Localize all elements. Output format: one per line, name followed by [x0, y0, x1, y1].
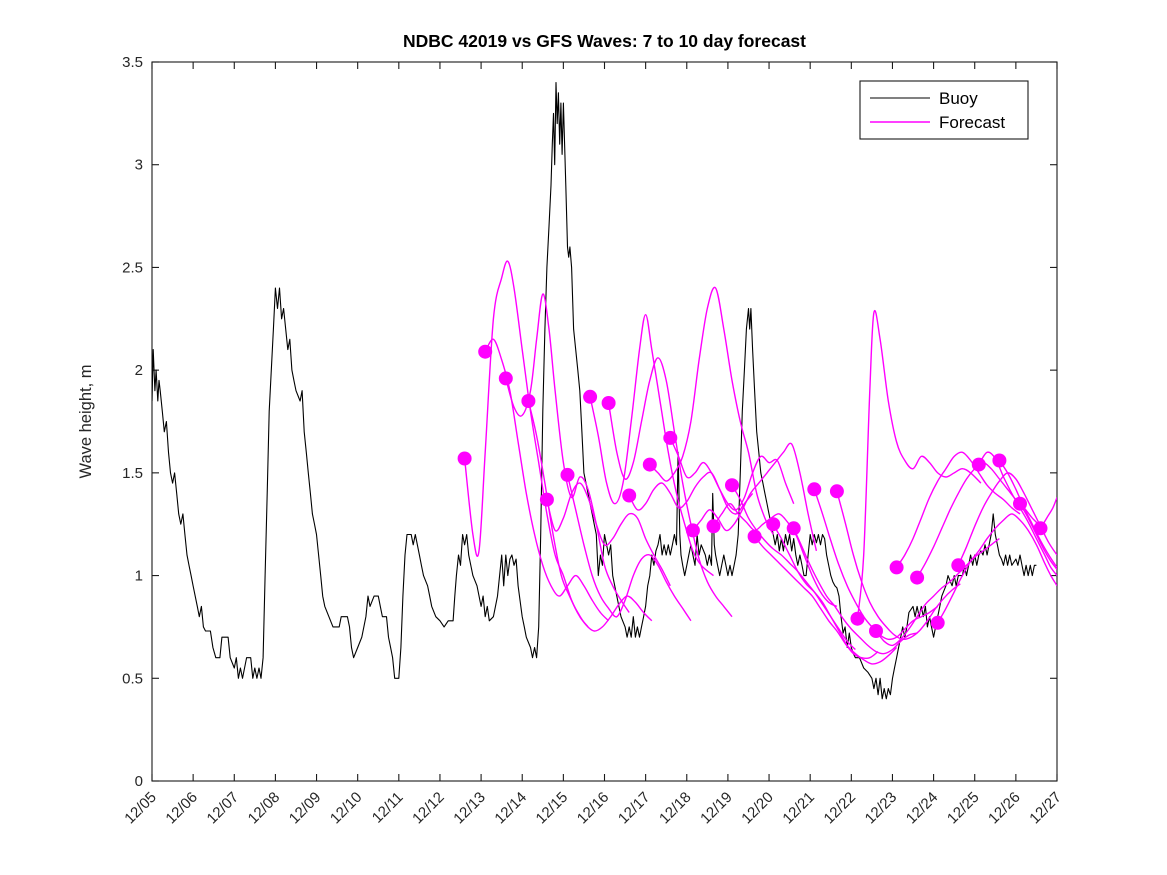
forecast-line	[546, 482, 671, 587]
forecast-start-marker	[1033, 521, 1048, 536]
forecast-start-marker	[807, 482, 822, 497]
forecast-line	[712, 502, 838, 608]
forecast-start-marker	[642, 457, 657, 472]
y-tick-label: 3.5	[122, 54, 143, 71]
legend-label-buoy: Buoy	[939, 89, 978, 108]
forecast-start-marker	[498, 371, 513, 386]
forecast-start-marker	[971, 457, 986, 472]
forecast-start-marker	[829, 484, 844, 499]
forecast-line	[793, 528, 918, 655]
axes-box	[151, 61, 1058, 782]
forecast-start-marker	[889, 560, 904, 575]
y-tick-label: 3	[135, 157, 143, 174]
forecast-line	[669, 437, 795, 511]
forecast-line	[628, 471, 754, 515]
y-tick-label: 1.5	[122, 465, 143, 482]
forecast-start-marker	[1013, 496, 1027, 511]
forecast-line	[1019, 503, 1057, 570]
forecast-line	[836, 491, 961, 641]
forecast-start-marker	[910, 570, 925, 585]
forecast-start-marker	[869, 624, 883, 638]
forecast-line	[607, 357, 733, 618]
forecast-start-marker	[457, 451, 472, 466]
legend-box	[859, 80, 1029, 140]
forecast-line	[589, 313, 714, 577]
forecast-line	[692, 442, 818, 552]
forecast-start-marker	[685, 523, 700, 538]
forecast-start-marker	[560, 467, 575, 482]
forecast-start-marker	[521, 394, 536, 408]
forecast-line	[754, 536, 879, 660]
chart-title: NDBC 42019 vs GFS Waves: 7 to 10 day for…	[403, 31, 806, 51]
forecast-start-marker	[478, 344, 493, 359]
forecast-start-marker	[539, 492, 554, 507]
y-tick-label: 2	[135, 362, 143, 379]
plot-area	[152, 62, 1057, 781]
forecast-start-marker	[622, 488, 637, 503]
forecast-start-marker	[725, 478, 739, 493]
forecast-line	[998, 460, 1057, 568]
forecast-line	[937, 513, 1057, 624]
legend-label-forecast: Forecast	[939, 113, 1005, 132]
y-axis-label: Wave height, m	[77, 364, 95, 478]
forecast-line	[463, 260, 589, 628]
forecast-start-marker	[583, 389, 598, 404]
forecast-line	[896, 451, 1021, 568]
y-tick-label: 0.5	[122, 670, 143, 687]
forecast-start-marker	[850, 611, 865, 626]
forecast-start-marker	[747, 529, 762, 544]
forecast-start-marker	[951, 558, 966, 573]
forecast-line	[875, 538, 1000, 647]
forecast-start-marker	[992, 453, 1007, 468]
forecast-start-marker	[930, 615, 945, 630]
forecast-start-marker	[786, 521, 801, 536]
forecast-start-marker	[663, 430, 678, 445]
forecast-line	[772, 523, 898, 665]
forecast-start-marker	[601, 396, 616, 410]
y-tick-label: 2.5	[122, 259, 143, 276]
forecast-start-marker	[706, 519, 721, 534]
forecast-line	[566, 474, 692, 622]
buoy-line	[152, 81, 1037, 700]
y-tick-label: 1	[135, 568, 143, 585]
forecast-line	[856, 310, 982, 619]
forecast-start-marker	[766, 517, 781, 532]
y-tick-label: 0	[135, 773, 143, 790]
